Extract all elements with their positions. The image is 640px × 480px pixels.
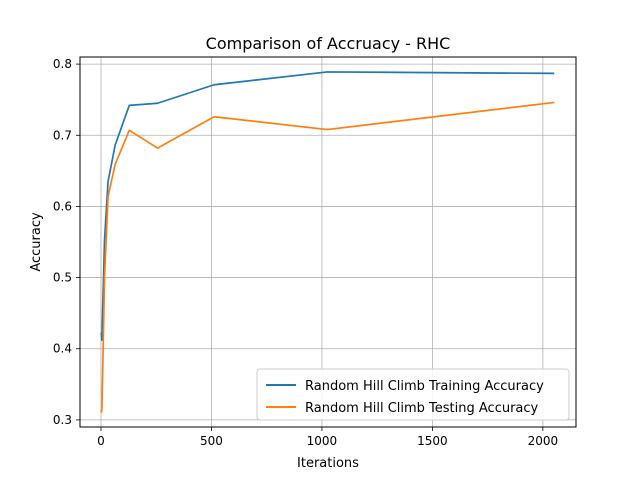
y-tick-label: 0.4	[53, 342, 72, 356]
x-tick-label: 1000	[307, 434, 338, 448]
legend-label-testing: Random Hill Climb Testing Accuracy	[305, 401, 539, 416]
plot-frame	[79, 56, 577, 428]
legend: Random Hill Climb Training Accuracy Rand…	[256, 368, 570, 421]
legend-label-training: Random Hill Climb Training Accuracy	[305, 379, 544, 394]
x-tick-label: 2000	[528, 434, 559, 448]
y-axis-label: Accuracy	[29, 212, 44, 272]
y-tick-label: 0.5	[53, 271, 72, 285]
x-tick-label: 500	[200, 434, 223, 448]
y-tick-label: 0.7	[53, 128, 72, 142]
chart-title: Comparison of Accruacy - RHC	[206, 34, 451, 53]
y-tick-label: 0.3	[53, 413, 72, 427]
x-tick-label: 1500	[417, 434, 448, 448]
training-accuracy-line	[100, 71, 555, 342]
series-lines	[100, 71, 555, 413]
testing-accuracy-line	[100, 101, 555, 413]
y-tick-label: 0.8	[53, 57, 72, 71]
x-tick-label: 0	[97, 434, 105, 448]
axis-ticks: 0 500 1000 1500 2000 0.3 0.4 0.5 0.6 0.7 0.8	[53, 57, 558, 448]
x-axis-label: Iterations	[297, 456, 359, 471]
grid-lines	[80, 57, 576, 427]
legend-box	[256, 368, 570, 421]
y-tick-label: 0.6	[53, 199, 72, 213]
